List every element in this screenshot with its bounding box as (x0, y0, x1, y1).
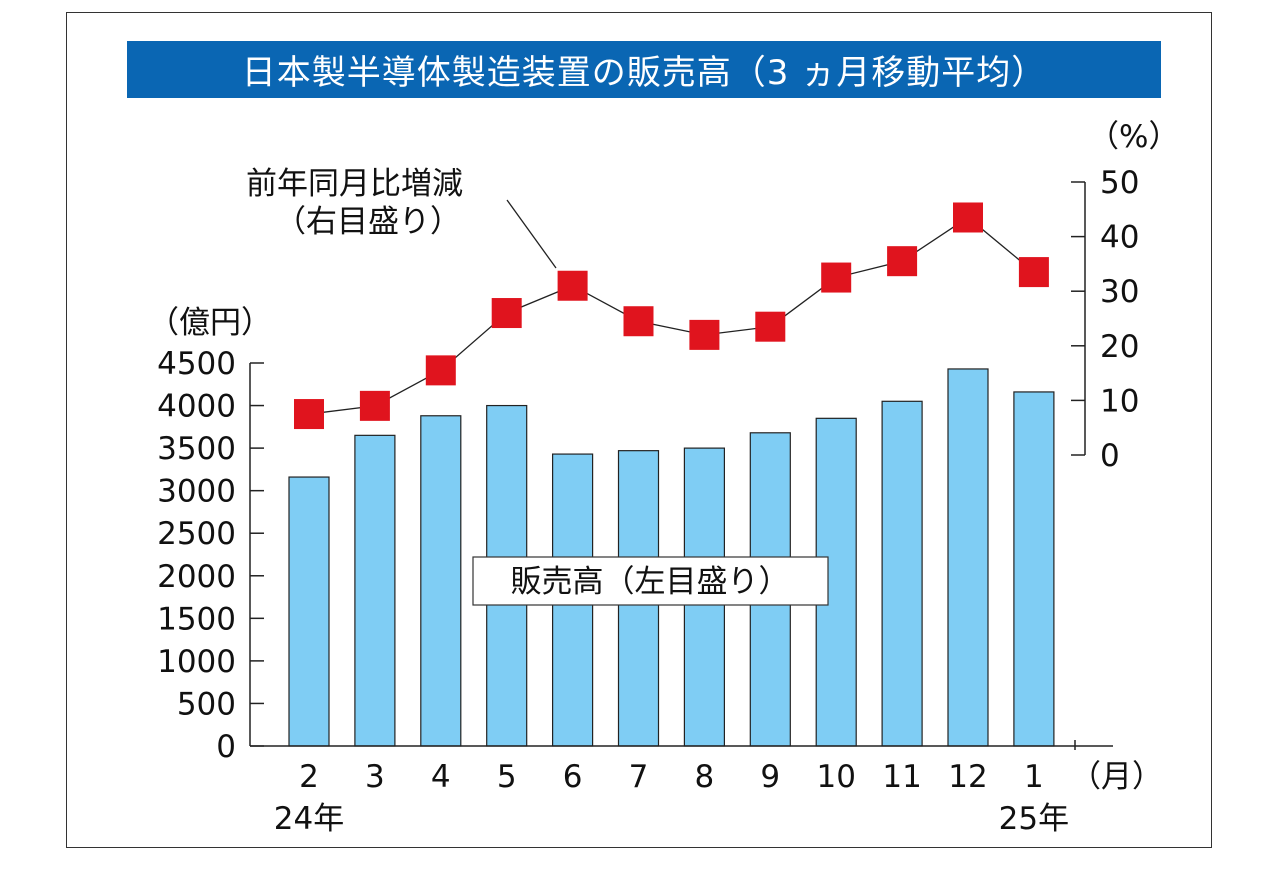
year-label: 24年 (274, 801, 344, 837)
x-tick-label: 12 (948, 759, 987, 795)
left-tick-label: 4500 (157, 346, 236, 382)
chart-title: 日本製半導体製造装置の販売高（3 ヵ月移動平均） (241, 53, 1047, 93)
yoy-change-line (308, 216, 1035, 415)
x-tick-label: 7 (629, 759, 649, 795)
sales-series-label: 販売高（左目盛り） (511, 564, 790, 600)
yoy-callout-leader (506, 199, 557, 269)
right-tick-label: 10 (1100, 383, 1139, 419)
yoy-marker-8 (689, 319, 720, 350)
x-tick-label: 9 (760, 759, 780, 795)
x-tick-label: 2 (299, 759, 319, 795)
x-tick-label: 5 (497, 759, 517, 795)
bar-2 (288, 476, 330, 747)
yoy-marker-3 (359, 390, 390, 421)
left-axis-unit: （億円） (148, 305, 272, 341)
x-tick-label: 3 (365, 759, 385, 795)
chart-title-bar: 日本製半導体製造装置の販売高（3 ヵ月移動平均） (127, 41, 1161, 98)
yoy-marker-2 (294, 399, 324, 430)
year-label: 25年 (999, 801, 1069, 837)
yoy-marker-1 (1018, 257, 1049, 288)
yoy-marker-10 (821, 262, 852, 293)
yoy-marker-11 (887, 246, 918, 277)
yoy-marker-6 (557, 270, 588, 301)
right-tick-label: 20 (1100, 329, 1139, 365)
right-tick-label: 50 (1100, 165, 1139, 201)
yoy-marker-7 (623, 306, 654, 337)
chart-frame (66, 12, 1212, 848)
yoy-series-label: 前年同月比増減 (246, 166, 463, 202)
bar-11 (881, 400, 923, 747)
yoy-series-label: （右目盛り） (275, 204, 461, 240)
bar-4 (420, 415, 462, 747)
yoy-marker-9 (755, 311, 786, 342)
right-tick-label: 0 (1100, 438, 1120, 474)
left-tick-label: 500 (177, 686, 236, 722)
right-axis-unit: （%） (1088, 119, 1179, 155)
yoy-marker-12 (953, 202, 983, 233)
left-tick-label: 0 (216, 729, 236, 765)
left-tick-label: 3500 (157, 431, 236, 467)
yoy-marker-4 (425, 355, 456, 386)
left-tick-label: 2000 (157, 559, 236, 595)
x-tick-label: 4 (431, 759, 451, 795)
x-axis-unit: （月） (1070, 759, 1163, 795)
left-tick-label: 1500 (157, 601, 236, 637)
left-tick-label: 2500 (157, 516, 236, 552)
bar-3 (354, 434, 396, 747)
yoy-marker-5 (491, 298, 522, 329)
x-tick-label: 11 (882, 759, 921, 795)
right-tick-label: 30 (1100, 274, 1139, 310)
x-tick-label: 1 (1024, 759, 1044, 795)
bar-1 (1013, 391, 1055, 747)
x-tick-label: 8 (695, 759, 715, 795)
x-tick-label: 6 (563, 759, 583, 795)
right-tick-label: 40 (1100, 220, 1139, 256)
sales-label-box (472, 556, 829, 606)
left-tick-label: 1000 (157, 644, 236, 680)
left-tick-label: 3000 (157, 474, 236, 510)
x-tick-label: 10 (816, 759, 855, 795)
bar-12 (947, 368, 989, 747)
left-tick-label: 4000 (157, 389, 236, 425)
